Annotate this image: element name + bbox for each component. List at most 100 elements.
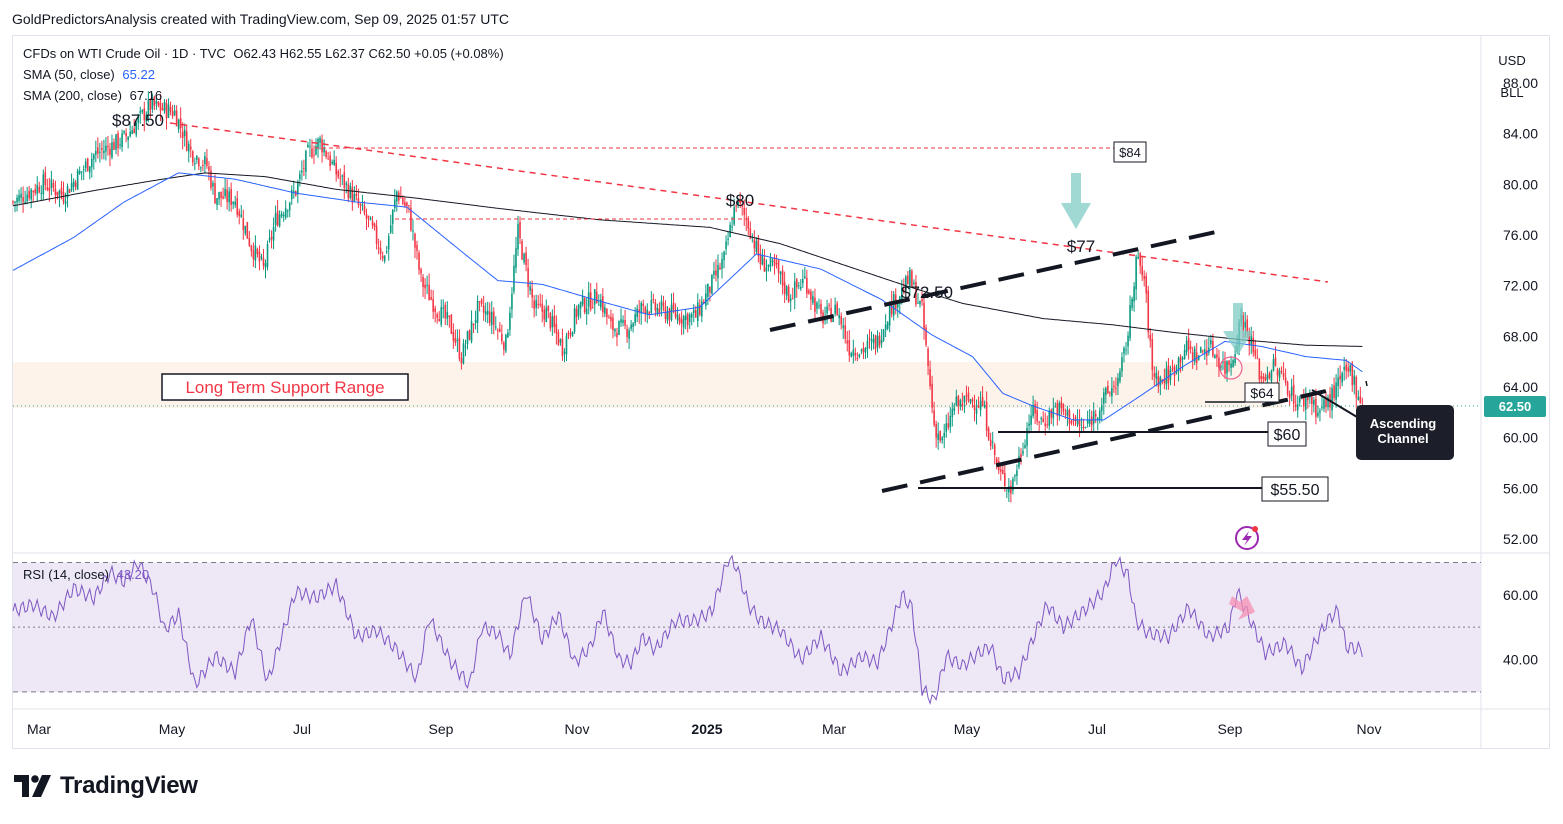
candle-body	[234, 201, 236, 206]
candle-body	[832, 315, 834, 323]
currency-label[interactable]: USD	[1498, 53, 1526, 68]
candle-body	[555, 323, 558, 334]
candle-body	[1309, 396, 1311, 398]
candle-body	[151, 97, 154, 110]
sma200-label[interactable]: SMA (200, close)	[23, 88, 122, 103]
symbol-label[interactable]: CFDs on WTI Crude Oil · 1D · TVC	[23, 46, 226, 61]
candle-body	[816, 302, 818, 309]
candle-body	[535, 300, 537, 308]
legend-sma200-row[interactable]: SMA (200, close) 67.16	[23, 88, 162, 103]
legend-sma50-row[interactable]: SMA (50, close) 65.22	[23, 67, 155, 82]
candle-body	[937, 433, 939, 440]
level-box-84-label: $84	[1119, 145, 1141, 160]
candle-body	[1201, 350, 1204, 352]
rsi-label[interactable]: RSI (14, close)	[23, 567, 109, 582]
candle-body	[523, 253, 525, 263]
candle-body	[1278, 370, 1281, 378]
candle-body	[171, 111, 174, 117]
candle-body	[46, 187, 49, 190]
candle-body	[1030, 415, 1032, 425]
candle-body	[939, 431, 941, 441]
candle-body	[430, 296, 432, 300]
candle-body	[915, 281, 917, 305]
legend-symbol-row[interactable]: CFDs on WTI Crude Oil · 1D · TVC O62.43 …	[23, 46, 504, 61]
candle-body	[305, 150, 307, 172]
sma50-label[interactable]: SMA (50, close)	[23, 67, 115, 82]
candle-body	[66, 186, 69, 199]
level-box-84	[1113, 141, 1147, 163]
candle-body	[121, 133, 123, 147]
candle-body	[474, 319, 477, 323]
legend-rsi-row[interactable]: RSI (14, close) 43.20	[23, 567, 149, 582]
candle-body	[309, 146, 311, 148]
candle-body	[858, 354, 861, 357]
candle-body	[517, 223, 519, 250]
candle-body	[652, 299, 655, 301]
unit-label[interactable]: BLL	[1500, 85, 1524, 100]
candle-body	[614, 329, 616, 332]
candle-body	[1058, 403, 1061, 415]
candle-body	[50, 179, 53, 189]
candle-body	[686, 313, 689, 326]
candle-body	[789, 298, 792, 301]
candle-body	[694, 310, 697, 318]
candle-body	[810, 291, 812, 300]
candle-body	[371, 221, 374, 226]
candle-body	[1214, 355, 1216, 359]
candle-body	[226, 189, 228, 202]
candle-body	[973, 405, 976, 411]
price-axis[interactable]: 52.00 56.00 60.00 64.00 68.00 72.00 76.00 80.00…	[1503, 75, 1538, 547]
candle-body	[343, 172, 346, 189]
candle-body	[145, 115, 148, 122]
candle-body	[464, 346, 467, 348]
candle-body	[282, 214, 285, 217]
candle-body	[886, 322, 889, 329]
candle-body	[218, 192, 220, 200]
candle-body	[913, 282, 915, 285]
candle-body	[448, 315, 451, 317]
candle-body	[347, 184, 350, 199]
candle-body	[571, 331, 574, 337]
candle-body	[888, 303, 891, 326]
candle-body	[472, 323, 475, 326]
candle-body	[846, 340, 849, 344]
candle-body	[606, 308, 608, 318]
candle-body	[339, 177, 342, 179]
currency-selector[interactable]: USD BLL	[1487, 45, 1537, 109]
candle-body	[123, 131, 125, 133]
candle-body	[1060, 402, 1063, 408]
rsi-axis[interactable]: 40.00 60.00	[1503, 587, 1538, 668]
candle-body	[450, 315, 453, 334]
candle-body	[1139, 253, 1141, 266]
candle-body	[569, 333, 572, 335]
candle-body	[137, 116, 140, 123]
time-tick-label: 2025	[691, 721, 722, 737]
candle-body	[989, 439, 992, 447]
candle-body	[598, 304, 600, 306]
candle-body	[452, 331, 455, 341]
candle-body	[1290, 386, 1293, 396]
time-tick-label: Sep	[1218, 721, 1243, 737]
sma200-value: 67.16	[129, 88, 163, 103]
tradingview-logo[interactable]: TradingView	[14, 771, 198, 801]
candle-body	[840, 316, 842, 325]
candle-body	[499, 328, 501, 332]
candle-body	[838, 315, 840, 319]
time-axis[interactable]: Mar May Jul Sep Nov 2025 Mar May Jul Sep Nov	[27, 721, 1382, 737]
candle-body	[828, 305, 830, 307]
candle-body	[278, 214, 281, 226]
candle-body	[1002, 469, 1004, 474]
candle-body	[321, 139, 323, 153]
candle-body	[1010, 485, 1012, 494]
candle-body	[20, 193, 22, 198]
candle-body	[1220, 366, 1222, 368]
candle-body	[404, 202, 406, 206]
candle-body	[1103, 392, 1105, 404]
candle-body	[1248, 331, 1251, 346]
candle-body	[331, 161, 333, 164]
candle-body	[1038, 421, 1040, 423]
callout-pointer	[1311, 389, 1363, 421]
candle-body	[785, 286, 788, 296]
candle-body	[783, 282, 786, 294]
